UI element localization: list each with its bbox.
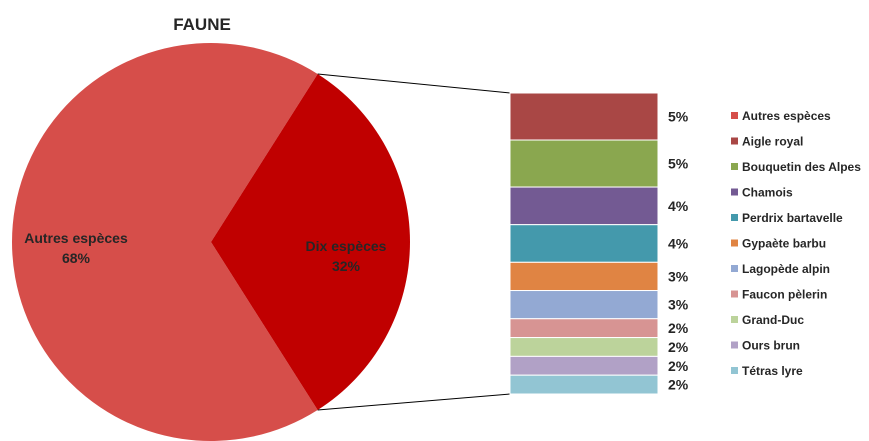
legend-label: Chamois [742, 186, 793, 200]
pie-label-autres-especes: Autres espèces [24, 230, 128, 246]
legend-item-lagopede-alpin: Lagopède alpin [731, 262, 830, 276]
legend-swatch [731, 112, 738, 119]
legend-label: Lagopède alpin [742, 262, 830, 276]
legend-swatch [731, 367, 738, 374]
legend-item-tetras-lyre: Tétras lyre [731, 364, 803, 378]
bar-segment-faucon-pelerin [509, 318, 659, 339]
legend-label: Grand-Duc [742, 313, 804, 327]
legend-item-gypaete-barbu: Gypaète barbu [731, 237, 826, 251]
bar-segment-tetras-lyre [509, 374, 659, 395]
legend-item-autres-especes: Autres espèces [731, 109, 831, 123]
legend-item-aigle-royal: Aigle royal [731, 135, 803, 149]
legend-label: Aigle royal [742, 135, 803, 149]
bar-segment-aigle-royal [509, 92, 659, 141]
bar-value-perdrix-bartavelle: 4% [668, 236, 689, 252]
pie-value-autres-especes: 68% [62, 250, 91, 266]
chart-title: FAUNE [173, 15, 231, 34]
legend-item-faucon-pelerin: Faucon pèlerin [731, 288, 827, 302]
legend-swatch [731, 239, 738, 247]
bar-value-grand-duc: 2% [668, 339, 689, 355]
legend-swatch [731, 316, 738, 323]
pie-label-dix-especes: Dix espèces [306, 238, 387, 254]
bar-value-aigle-royal: 5% [668, 109, 689, 125]
bar-segment-chamois [509, 186, 659, 226]
pie: Autres espèces 68% Dix espèces 32% [12, 43, 411, 441]
bar-segment-gypaete-barbu [509, 261, 659, 292]
legend-label: Faucon pèlerin [742, 288, 827, 302]
bar-value-tetras-lyre: 2% [668, 377, 689, 393]
bar-value-ours-brun: 2% [668, 358, 689, 374]
bar-segment-perdrix-bartavelle [509, 224, 659, 263]
bar-segment-grand-duc [509, 337, 659, 357]
bar-value-lagopede-alpin: 3% [668, 297, 689, 313]
bar-value-chamois: 4% [668, 198, 689, 214]
pie-slice-autres-especes [12, 43, 318, 441]
legend-swatch [731, 290, 738, 298]
legend-label: Perdrix bartavelle [742, 211, 843, 225]
connector-line-bottom [317, 393, 511, 411]
bar-segment-ours-brun [509, 355, 659, 376]
legend-swatch [731, 265, 738, 272]
connector-lines [317, 73, 511, 411]
bar-value-faucon-pelerin: 2% [668, 320, 689, 336]
legend-swatch [731, 188, 738, 196]
legend-swatch [731, 214, 738, 221]
bar-segment-bouquetin-des-alpes [509, 139, 659, 188]
legend-label: Bouquetin des Alpes [742, 160, 861, 174]
legend-label: Tétras lyre [742, 364, 803, 378]
legend: Autres espèces Aigle royal Bouquetin des A… [731, 109, 861, 378]
legend-item-grand-duc: Grand-Duc [731, 313, 804, 327]
pie-value-dix-especes: 32% [332, 258, 361, 274]
legend-label: Ours brun [742, 339, 800, 353]
legend-item-perdrix-bartavelle: Perdrix bartavelle [731, 211, 843, 225]
legend-item-chamois: Chamois [731, 186, 793, 200]
legend-label: Autres espèces [742, 109, 831, 123]
legend-item-bouquetin-des-alpes: Bouquetin des Alpes [731, 160, 861, 174]
legend-swatch [731, 137, 738, 145]
legend-swatch [731, 341, 738, 349]
legend-swatch [731, 163, 738, 170]
legend-item-ours-brun: Ours brun [731, 339, 800, 353]
bar-value-bouquetin-des-alpes: 5% [668, 156, 689, 172]
bar-segment-lagopede-alpin [509, 290, 659, 320]
pie-slice-dix-especes [211, 73, 411, 411]
legend-label: Gypaète barbu [742, 237, 826, 251]
bar-value-gypaete-barbu: 3% [668, 268, 689, 284]
connector-line-top [317, 73, 511, 94]
stacked-bar: 5% 5% 4% 4% 3% 3% 2% 2% 2% 2% [509, 92, 689, 395]
